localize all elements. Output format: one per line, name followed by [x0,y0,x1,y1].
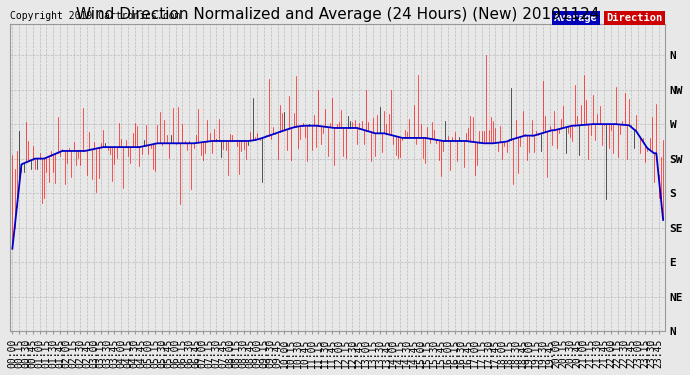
Text: Average: Average [554,13,598,23]
Text: Direction: Direction [607,13,662,23]
Text: Copyright 2019 Cartronics.com: Copyright 2019 Cartronics.com [10,11,181,21]
Title: Wind Direction Normalized and Average (24 Hours) (New) 20191124: Wind Direction Normalized and Average (2… [76,7,600,22]
